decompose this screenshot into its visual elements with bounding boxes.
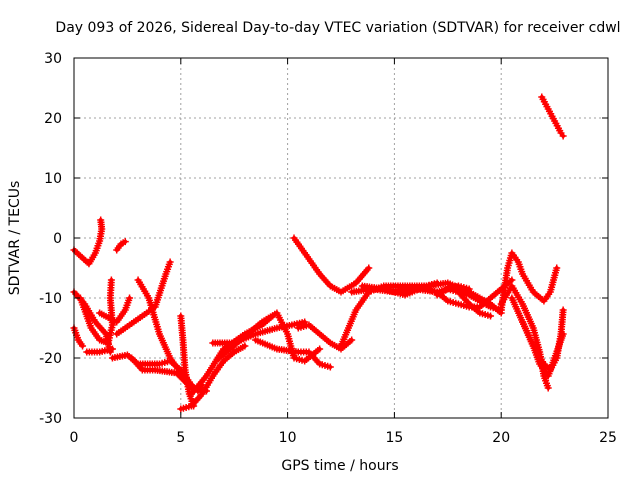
data-point [559, 330, 567, 338]
data-point [97, 216, 105, 224]
y-tick-label: 20 [44, 111, 62, 127]
series-sat-q [252, 336, 334, 371]
series-sat-l [177, 312, 198, 410]
data-layer [70, 93, 567, 413]
series-sat-y [454, 288, 495, 320]
data-point [326, 363, 334, 371]
y-tick-label: -10 [39, 291, 62, 307]
series-sat-ad [538, 93, 567, 140]
series-sat-g [96, 294, 134, 326]
y-tick-label: -20 [39, 351, 62, 367]
x-tick-label: 20 [492, 430, 510, 446]
x-tick-label: 0 [70, 430, 79, 446]
y-axis-title: SDTVAR / TECUs [7, 181, 23, 296]
data-point [121, 238, 129, 246]
data-point [487, 312, 495, 320]
data-point [108, 345, 116, 353]
series-sat-b [113, 238, 129, 254]
data-point [241, 342, 249, 350]
data-point [559, 132, 567, 140]
data-point [316, 345, 324, 353]
series-sat-s [290, 234, 373, 296]
x-tick-label: 15 [385, 430, 403, 446]
data-point [107, 276, 115, 284]
series-sat-aa [497, 282, 552, 392]
x-tick-label: 5 [176, 430, 185, 446]
data-point [126, 294, 134, 302]
series-sat-x [433, 285, 505, 314]
y-tick-label: 10 [44, 171, 62, 187]
x-tick-label: 25 [599, 430, 617, 446]
series-sat-e [76, 276, 116, 347]
y-tick-label: 30 [44, 51, 62, 67]
series-sat-z [497, 249, 561, 314]
series-sat-m [177, 342, 249, 413]
chart-title: Day 093 of 2026, Sidereal Day-to-day VTE… [55, 20, 620, 36]
y-tick-label: -30 [39, 411, 62, 427]
data-point [79, 342, 87, 350]
series-sat-a [70, 216, 106, 268]
data-point [544, 384, 552, 392]
series-sat-j [134, 276, 206, 395]
series-sat-f [83, 345, 116, 356]
data-point [348, 336, 356, 344]
data-point [553, 264, 561, 272]
data-point [559, 306, 567, 314]
data-point [365, 264, 373, 272]
series-sat-c [70, 324, 87, 350]
y-tick-label: 0 [53, 231, 62, 247]
x-axis-title: GPS time / hours [281, 458, 398, 474]
series-sat-ac [519, 318, 567, 380]
tick-layer: 0 5 10 15 20 25 -30 -20 -10 0 10 20 30 [39, 51, 617, 446]
data-point [508, 276, 516, 284]
data-point [166, 258, 174, 266]
x-tick-label: 10 [279, 430, 297, 446]
